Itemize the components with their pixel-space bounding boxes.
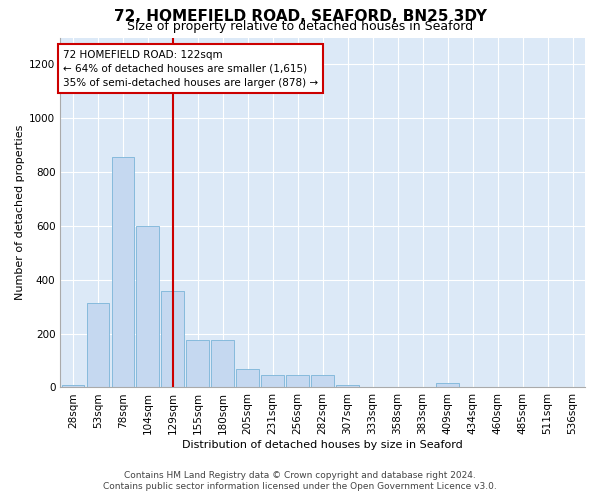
Text: Contains HM Land Registry data © Crown copyright and database right 2024.: Contains HM Land Registry data © Crown c… [124,471,476,480]
X-axis label: Distribution of detached houses by size in Seaford: Distribution of detached houses by size … [182,440,463,450]
Text: 72, HOMEFIELD ROAD, SEAFORD, BN25 3DY: 72, HOMEFIELD ROAD, SEAFORD, BN25 3DY [113,9,487,24]
Bar [236,368,259,388]
Bar [136,226,159,388]
Bar [311,376,334,388]
Bar [86,302,109,388]
Bar [62,385,84,388]
Text: Contains public sector information licensed under the Open Government Licence v3: Contains public sector information licen… [103,482,497,491]
Bar [112,158,134,388]
Bar [262,376,284,388]
Bar [286,376,309,388]
Bar [211,340,234,388]
Bar [337,385,359,388]
Bar [436,384,459,388]
Text: 72 HOMEFIELD ROAD: 122sqm
← 64% of detached houses are smaller (1,615)
35% of se: 72 HOMEFIELD ROAD: 122sqm ← 64% of detac… [63,50,318,88]
Bar [161,290,184,388]
Y-axis label: Number of detached properties: Number of detached properties [15,125,25,300]
Bar [187,340,209,388]
Text: Size of property relative to detached houses in Seaford: Size of property relative to detached ho… [127,20,473,33]
